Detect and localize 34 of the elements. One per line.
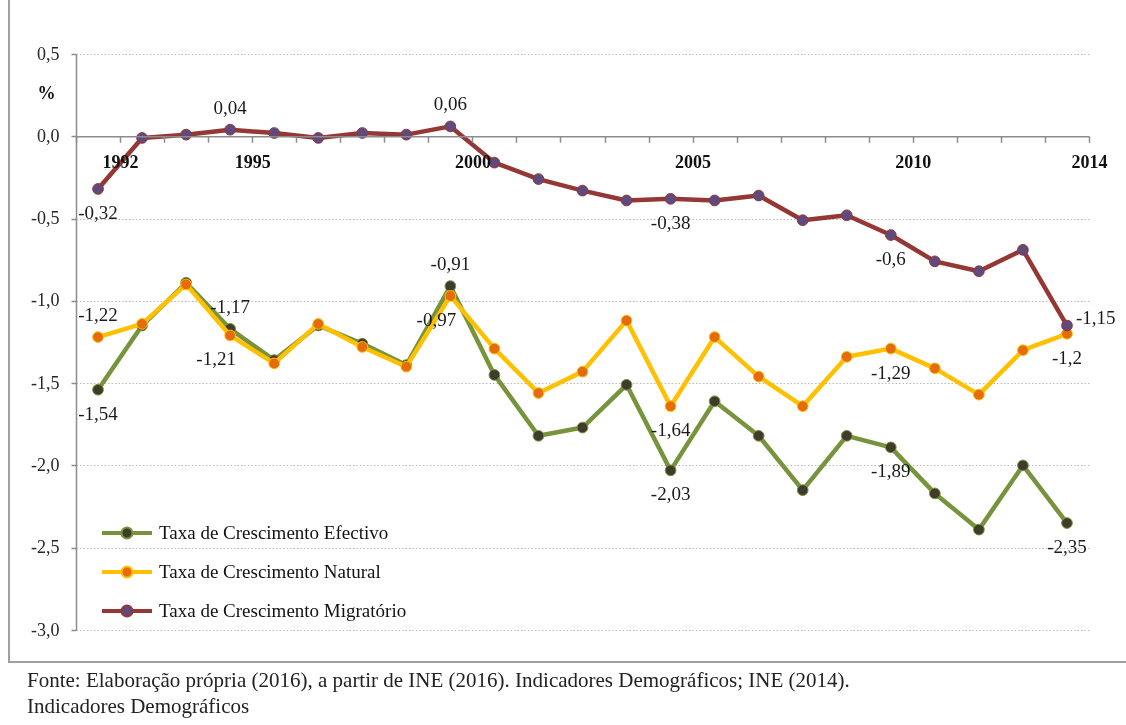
data-label: -1,2 [1051, 346, 1083, 368]
data-label: -0,38 [650, 211, 691, 233]
y-axis-title: % [37, 82, 56, 103]
x-tick-label: 1995 [234, 151, 271, 172]
y-tick-label: -2,5 [31, 537, 60, 558]
data-label: 0,04 [213, 96, 248, 118]
data-label: -1,54 [78, 402, 119, 424]
data-label: -1,21 [196, 348, 236, 370]
legend-label: Taxa de Crescimento Efectivo [159, 522, 389, 543]
data-label: -0,6 [875, 248, 906, 270]
data-label: -1,89 [871, 460, 911, 482]
data-label: -1,15 [1075, 306, 1116, 328]
y-tick-label: -1,0 [31, 290, 60, 311]
y-tick-label: -1,5 [31, 372, 60, 393]
data-label: -2,35 [1047, 536, 1087, 558]
x-tick-label: 2014 [1071, 151, 1108, 172]
data-label: -0,32 [78, 201, 118, 223]
x-tick-label: 2010 [895, 151, 932, 172]
y-tick-label: 0,5 [37, 43, 60, 64]
data-label: 0,06 [433, 93, 467, 115]
data-label: -1,22 [78, 304, 118, 326]
legend-label: Taxa de Crescimento Natural [159, 561, 381, 582]
data-label: -0,91 [430, 253, 471, 275]
legend-label: Taxa de Crescimento Migratório [159, 600, 407, 621]
data-label: -1,17 [210, 295, 250, 317]
y-tick-label: -3,0 [31, 619, 60, 640]
data-label: -1,29 [871, 361, 911, 383]
data-label: -2,03 [650, 483, 691, 505]
y-tick-label: -2,0 [31, 454, 60, 475]
x-tick-label: 2005 [675, 151, 712, 172]
y-tick-label: 0,0 [37, 125, 60, 146]
source-note: Fonte: Elaboração própria (2016), a partir de INE (2016). Indicadores Demográficos; INE (2014). Indicadores Demográficos [27, 667, 851, 719]
data-label: -1,64 [650, 419, 691, 441]
y-tick-label: -0,5 [31, 208, 60, 229]
